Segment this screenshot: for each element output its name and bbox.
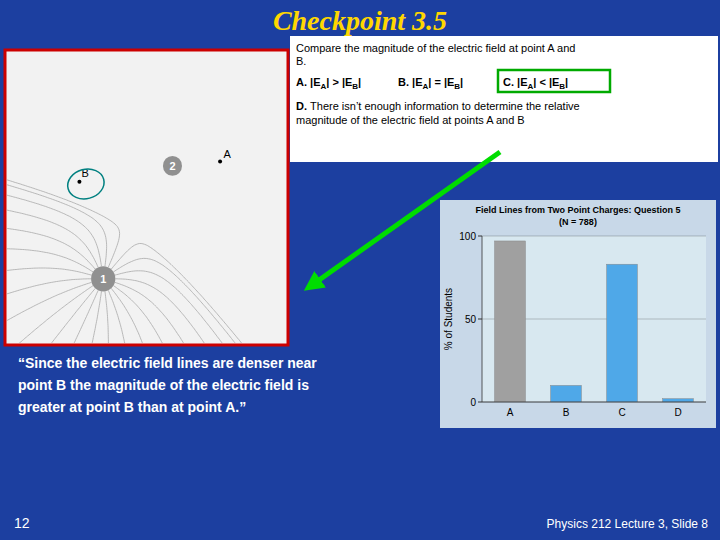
y-axis-label: % of Students [443,288,454,350]
field-line [7,268,92,276]
field-line [7,286,93,343]
option-text: B. [398,76,412,88]
charge-label: 2 [169,160,175,172]
option-text: |E [412,76,422,88]
quote-line: point B the magnitude of the electric fi… [18,377,309,393]
y-tick-label: 50 [465,314,477,325]
quote-line: greater at point B than at point A.” [18,399,246,415]
charge-label: 1 [100,273,106,285]
bar [495,241,526,402]
option-text: magnitude of the electric field at point… [296,114,525,126]
y-tick [478,319,482,320]
field-line [7,279,91,306]
x-tick-label: A [507,407,514,418]
arrow [312,152,500,285]
option-text: | [565,76,568,88]
slide-number: 12 [14,515,30,531]
field-line [57,290,99,343]
y-tick-label: 0 [470,397,476,408]
answer-option: C. |EA| < |EB| [503,76,568,91]
chart-panel [440,200,716,428]
highlight-ellipse [64,165,107,203]
field-line [108,290,130,343]
option-text: There isn’t enough information to determ… [310,100,580,112]
field-line [7,282,92,340]
question-panel [290,36,718,162]
bar [551,385,582,402]
background [0,0,720,540]
quote-text: “Since the electric field lines are dens… [18,355,317,415]
slide-title: Checkpoint 3.5 [273,5,447,36]
y-tick-label: 100 [459,231,476,242]
x-tick-label: D [674,407,681,418]
field-line [7,225,95,269]
grid-line [482,236,706,237]
plot-area [482,236,706,402]
charge [91,266,115,291]
option-text: | [460,76,463,88]
point [218,159,222,163]
option-text: | > |E [326,76,352,88]
x-tick-label: C [618,407,625,418]
field-line [7,170,120,268]
y-tick [478,236,482,237]
question-text: Compare the magnitude of the electric fi… [296,42,575,54]
x-tick-label: B [563,407,570,418]
grid-line [482,402,706,403]
slide: Checkpoint 3.5 Compare the magnitude of t… [0,0,720,540]
field-line [113,286,178,343]
point [77,180,81,184]
point-label: A [224,148,232,160]
slide-reference: Physics 212 Lecture 3, Slide 8 [547,517,709,531]
x-axis [482,402,706,403]
question-text: B. [296,55,306,67]
field-line [115,282,204,343]
option-text: | = |E [428,76,454,88]
correct-answer-box [498,70,610,92]
option-text: | [358,76,361,88]
bar [607,264,638,402]
quote-line: “Since the electric field lines are dens… [18,355,317,371]
option-text: |E [517,76,527,88]
field-line [105,291,109,343]
charge [163,156,182,176]
field-lines [7,170,271,343]
field-line [115,271,248,343]
answer-option: D. There isn’t enough information to det… [296,100,580,112]
option-label: D. [296,100,310,112]
field-line [113,258,263,343]
field-line [83,291,101,343]
answer-option: B. |EA| = |EB| [398,76,463,91]
bars [495,241,694,402]
field-line [111,288,154,343]
field-line [111,244,271,344]
y-tick [478,402,482,403]
bar [663,399,694,402]
chart-subtitle: (N = 788) [559,217,597,227]
option-text: | < |E [533,76,559,88]
chart-title: Field Lines from Two Point Charges: Ques… [476,205,681,215]
option-text: |E [310,76,320,88]
answer-option: A. |EA| > |EB| [296,76,361,91]
field-line [24,288,95,343]
y-axis [482,236,483,402]
field-line [115,279,228,343]
option-text: C. [503,76,517,88]
option-text: A. [296,76,310,88]
field-line [7,175,107,266]
